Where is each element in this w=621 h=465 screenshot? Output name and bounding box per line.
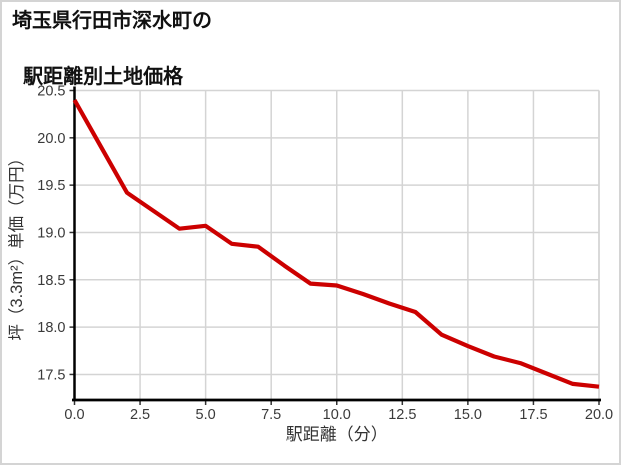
y-tick-label: 19.0 <box>37 225 65 241</box>
y-axis-title: 坪（3.3m²）単価（万円） <box>7 150 26 341</box>
x-tick-label: 15.0 <box>454 407 482 423</box>
x-axis-title: 駅距離（分） <box>286 425 388 444</box>
x-tick-label: 20.0 <box>585 407 613 423</box>
chart-title-line2: 駅距離別土地価格 <box>23 66 184 88</box>
y-tick-label: 18.5 <box>37 273 65 289</box>
x-tick-label: 0.0 <box>64 407 84 423</box>
y-tick-label: 20.0 <box>37 131 65 147</box>
x-tick-label: 5.0 <box>196 407 216 423</box>
x-tick-label: 10.0 <box>323 407 351 423</box>
y-tick-label: 18.0 <box>37 320 65 336</box>
price-line <box>72 98 600 389</box>
x-tick-label: 2.5 <box>130 407 150 423</box>
x-tick-label: 7.5 <box>261 407 281 423</box>
y-tick-label: 17.5 <box>37 367 65 383</box>
y-tick-label: 19.5 <box>37 178 65 194</box>
chart-title: 埼玉県行田市深水町の 駅距離別土地価格 <box>12 7 212 91</box>
x-tick-label: 12.5 <box>388 407 416 423</box>
y-tick-label: 20.5 <box>37 84 65 100</box>
x-tick-label: 17.5 <box>519 407 547 423</box>
chart-title-line1: 埼玉県行田市深水町の <box>12 10 212 32</box>
